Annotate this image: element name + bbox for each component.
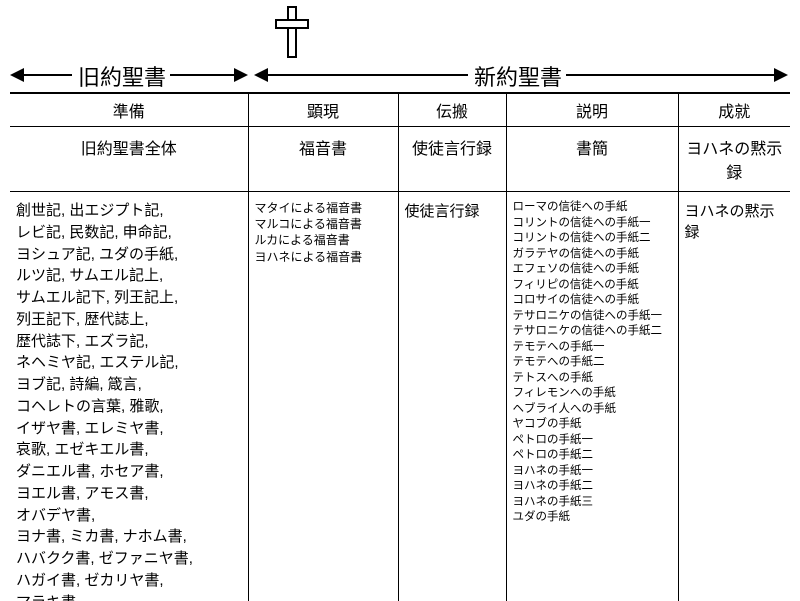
bible-structure-table: 準備 顕現 伝搬 説明 成就 旧約聖書全体 福音書 使徒言行録 書簡 ヨハネの黙… [10, 92, 790, 601]
phase-cell: 成就 [678, 93, 790, 127]
table-row: 創世記, 出エジプト記, レビ記, 民数記, 申命記, ヨシュア記, ユダの手紙… [10, 192, 790, 601]
old-testament-label: 旧約聖書 [76, 60, 168, 92]
cross-icon [275, 6, 309, 58]
books-cell: ローマの信徒への手紙 コリントの信徒への手紙一 コリントの信徒への手紙二 ガラテ… [506, 192, 678, 601]
group-cell: 書簡 [506, 127, 678, 192]
books-cell: ヨハネの黙示録 [678, 192, 790, 601]
group-cell: 使徒言行録 [398, 127, 506, 192]
table-row: 旧約聖書全体 福音書 使徒言行録 書簡 ヨハネの黙示録 [10, 127, 790, 192]
books-cell: 創世記, 出エジプト記, レビ記, 民数記, 申命記, ヨシュア記, ユダの手紙… [10, 192, 248, 601]
phase-cell: 伝搬 [398, 93, 506, 127]
group-cell: 福音書 [248, 127, 398, 192]
group-cell: 旧約聖書全体 [10, 127, 248, 192]
phase-cell: 説明 [506, 93, 678, 127]
books-cell: マタイによる福音書 マルコによる福音書 ルカによる福音書 ヨハネによる福音書 [248, 192, 398, 601]
group-cell: ヨハネの黙示録 [678, 127, 790, 192]
new-testament-label: 新約聖書 [472, 60, 564, 92]
phase-cell: 顕現 [248, 93, 398, 127]
table-row: 準備 顕現 伝搬 説明 成就 [10, 93, 790, 127]
books-cell: 使徒言行録 [398, 192, 506, 601]
testament-arrows: 旧約聖書 新約聖書 [10, 60, 790, 90]
phase-cell: 準備 [10, 93, 248, 127]
